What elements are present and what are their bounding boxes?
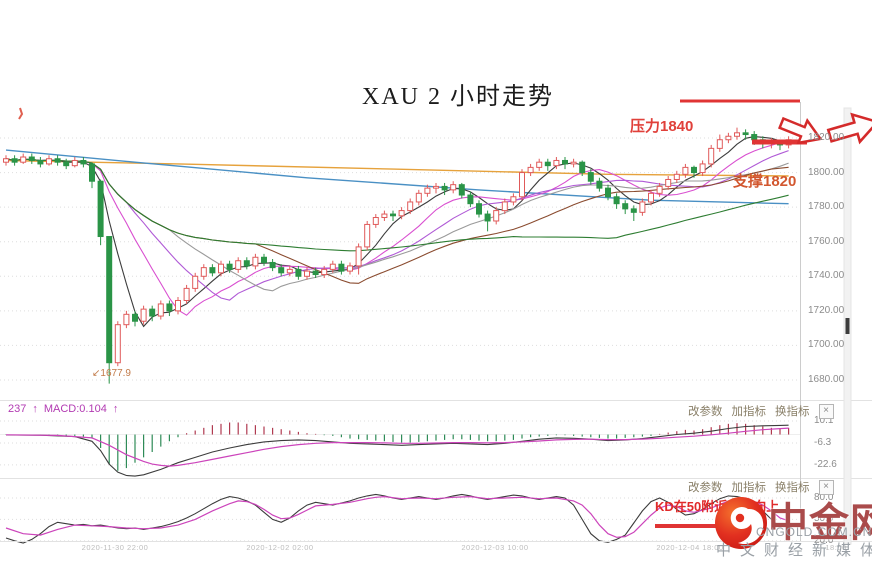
macd-indicator-header: 237 ↑ MACD:0.104 ↑ [8,403,118,415]
price-axis-label: 1800.00 [808,166,845,178]
page-title: XAU 2 小时走势 [362,84,554,110]
price-axis-label: 1720.00 [808,304,845,316]
macd-axis-label: 10.1 [814,415,834,426]
low-price-annotation: ↙1677.9 [92,368,131,379]
low-price-value: 1677.9 [100,368,131,379]
price-axis-label: 1780.00 [808,201,845,213]
watermark-tagline: 中文财经新媒体 [716,542,872,559]
price-axis-label: 1740.00 [808,270,845,282]
time-axis-label: 2020-12-02 02:00 [246,543,314,552]
kd-toolbar: 改参数 加指标 换指标 × [688,479,834,495]
time-axis-label: 2020-11-30 22:00 [81,543,149,552]
watermark: 中金网 CNGOLD.COM.CN 中文财经新媒体 [640,486,872,562]
close-indicator-button[interactable]: × [818,403,834,419]
close-indicator-button[interactable]: × [818,479,834,495]
macd-value: MACD:0.104 [43,403,107,415]
price-axis-label: 1760.00 [808,235,845,247]
price-axis-label: 1820.00 [808,132,845,143]
kd-panel [0,493,800,544]
switch-indicator-button[interactable]: 换指标 [775,482,810,494]
up-arrow-icon: ↑ [112,403,119,415]
macd-axis-label: -6.3 [814,437,832,448]
cngold-logo-icon [715,497,767,549]
add-indicator-button[interactable]: 加指标 [731,482,767,494]
change-params-button[interactable]: 改参数 [688,406,723,418]
change-params-button[interactable]: 改参数 [688,482,723,494]
resistance-annotation: 压力1840 [630,118,694,135]
switch-indicator-button[interactable]: 换指标 [775,406,810,418]
kd-axis-label: 20.0 [814,534,834,546]
red-arrow-icon [778,116,823,145]
macd-toolbar: 改参数 加指标 换指标 × [688,403,834,419]
kd-axis-label: 50.0 [814,513,834,525]
up-arrow-icon: ↑ [32,403,38,415]
time-axis-label: 2020-12-04 18:00 [656,543,724,552]
add-indicator-button[interactable]: 加指标 [731,406,767,418]
support-annotation: 支撑1820 [733,173,797,190]
macd-axis-label: -22.6 [814,458,837,470]
time-axis-label: 18:00 [825,543,847,552]
scrollbar-handle[interactable] [845,318,850,334]
main-panel [0,127,800,384]
watermark-domain: CNGOLD.COM.CN [756,525,872,539]
macd-panel [0,420,800,477]
macd-left-value: 237 [8,403,27,415]
watermark-brand: 中金网 [768,501,872,545]
time-axis-label: 2020-12-03 10:00 [461,543,529,552]
kd-axis-label: 80.0 [814,492,834,503]
price-axis-label: 1680.00 [808,374,845,385]
price-axis-label: 1700.00 [808,339,845,351]
red-arrow-icon [826,112,872,145]
